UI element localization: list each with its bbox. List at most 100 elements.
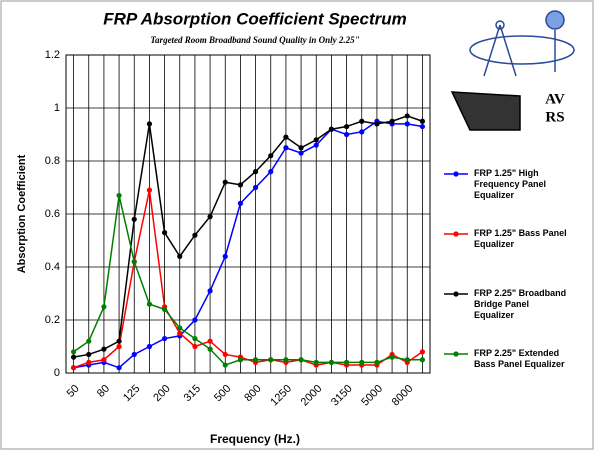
data-point <box>419 123 426 130</box>
data-point <box>237 357 244 363</box>
data-point <box>283 134 289 140</box>
data-point <box>222 179 228 185</box>
data-point <box>207 288 213 294</box>
data-point <box>207 214 213 220</box>
data-point <box>131 351 137 358</box>
legend-label: FRP 2.25" Extended Bass Panel Equalizer <box>474 348 565 369</box>
data-point <box>101 304 107 310</box>
data-point <box>177 330 183 336</box>
data-point <box>374 121 380 127</box>
legend-marker <box>453 291 459 297</box>
x-axis-label: Frequency (Hz.) <box>210 432 300 446</box>
data-point <box>328 126 335 132</box>
data-point <box>192 317 198 323</box>
data-point <box>298 150 304 156</box>
data-point <box>146 301 153 307</box>
data-point <box>343 359 350 365</box>
y-tick-label: 0.4 <box>45 261 60 273</box>
y-tick-label: 1 <box>54 102 60 114</box>
data-point <box>359 359 365 365</box>
data-point <box>252 184 259 191</box>
data-point <box>313 142 319 148</box>
data-point <box>192 335 198 342</box>
data-point <box>222 351 228 358</box>
data-point <box>207 346 213 352</box>
data-point <box>343 131 350 138</box>
data-point <box>70 354 77 360</box>
data-point <box>86 338 92 344</box>
legend-marker <box>453 231 459 237</box>
data-point <box>404 357 410 363</box>
data-point <box>359 118 365 124</box>
data-point <box>389 354 395 360</box>
data-point <box>161 229 168 236</box>
data-point <box>343 123 350 130</box>
data-point <box>419 357 426 363</box>
data-point <box>70 349 77 355</box>
data-point <box>131 259 137 265</box>
data-point <box>116 338 122 344</box>
series-line <box>73 120 423 369</box>
data-point <box>268 169 274 175</box>
y-tick-label: 0.2 <box>45 314 60 326</box>
y-tick-label: 0 <box>54 367 60 379</box>
legend-label: FRP 1.25" High Frequency Panel Equalizer <box>474 168 547 200</box>
data-point <box>70 365 77 371</box>
y-tick-label: 0.8 <box>45 155 60 167</box>
data-point <box>359 129 365 135</box>
data-point <box>116 343 122 350</box>
data-point <box>222 362 228 368</box>
y-tick-label: 1.2 <box>45 49 60 61</box>
legend-label: FRP 2.25" Broadband Bridge Panel Equaliz… <box>474 288 567 320</box>
data-point <box>222 253 228 259</box>
data-point <box>298 357 304 363</box>
logo <box>450 10 575 131</box>
data-point <box>419 349 426 355</box>
data-point <box>298 145 304 151</box>
logo-text: RS <box>545 109 564 125</box>
data-point <box>177 325 183 331</box>
data-point <box>374 359 380 365</box>
data-point <box>146 121 153 127</box>
data-point <box>389 118 395 124</box>
data-point <box>116 365 122 371</box>
chart-title: FRP Absorption Coefficient Spectrum <box>103 9 407 28</box>
data-point <box>116 192 122 199</box>
data-point <box>419 118 426 124</box>
y-tick-label: 0.6 <box>45 208 60 220</box>
data-point <box>313 137 319 143</box>
legend-label: FRP 1.25" Bass Panel Equalizer <box>474 228 567 249</box>
data-point <box>252 357 259 363</box>
data-point <box>237 200 244 206</box>
y-axis-label: Absorption Coefficient <box>16 154 28 273</box>
data-point <box>101 357 107 363</box>
data-point <box>177 253 183 259</box>
data-point <box>86 359 92 365</box>
data-point <box>283 357 289 363</box>
data-point <box>268 357 274 363</box>
data-point <box>237 182 244 188</box>
data-point <box>146 343 153 350</box>
data-point <box>404 121 410 127</box>
data-point <box>161 335 168 342</box>
data-point <box>283 145 289 151</box>
data-point <box>146 187 153 193</box>
data-point <box>86 351 92 358</box>
data-point <box>192 232 198 238</box>
data-point <box>252 169 259 175</box>
legend-marker <box>453 171 459 177</box>
data-point <box>101 346 107 352</box>
chart-subtitle: Targeted Room Broadband Sound Quality in… <box>150 35 359 45</box>
data-point <box>313 359 319 365</box>
data-point <box>328 359 335 365</box>
data-point <box>404 113 410 119</box>
logo-text: AV <box>545 91 565 107</box>
data-point <box>207 338 213 344</box>
legend-marker <box>453 351 459 357</box>
data-point <box>192 343 198 350</box>
data-point <box>161 306 168 312</box>
data-point <box>268 153 274 159</box>
data-point <box>131 216 137 222</box>
